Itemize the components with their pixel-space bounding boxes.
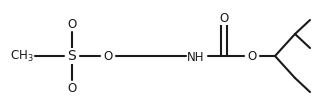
Text: S: S xyxy=(68,49,76,63)
Text: O: O xyxy=(103,50,113,62)
Text: CH$_3$: CH$_3$ xyxy=(10,48,34,64)
Text: NH: NH xyxy=(187,51,205,64)
Text: O: O xyxy=(220,12,228,25)
Text: O: O xyxy=(68,17,76,30)
Text: O: O xyxy=(247,50,257,62)
Text: O: O xyxy=(68,82,76,95)
